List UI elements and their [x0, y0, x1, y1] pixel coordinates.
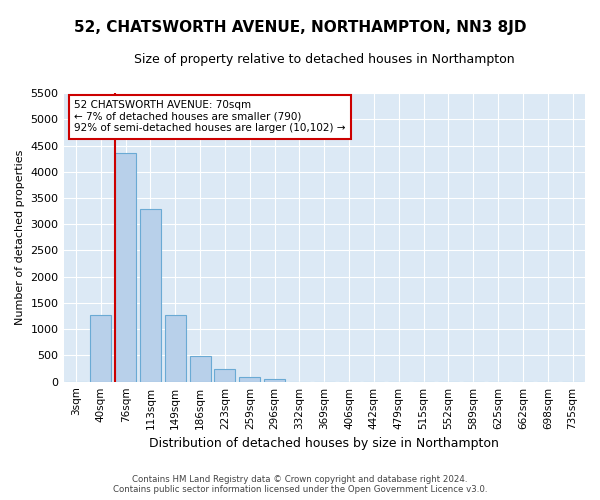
Text: 52, CHATSWORTH AVENUE, NORTHAMPTON, NN3 8JD: 52, CHATSWORTH AVENUE, NORTHAMPTON, NN3 … [74, 20, 526, 35]
Bar [264, 379, 285, 382]
Bar [165, 315, 186, 382]
Text: Contains HM Land Registry data © Crown copyright and database right 2024.: Contains HM Land Registry data © Crown c… [132, 475, 468, 484]
X-axis label: Distribution of detached houses by size in Northampton: Distribution of detached houses by size … [149, 437, 499, 450]
Y-axis label: Number of detached properties: Number of detached properties [15, 150, 25, 325]
Bar [214, 369, 235, 382]
Bar [115, 154, 136, 382]
Bar [239, 377, 260, 382]
Title: Size of property relative to detached houses in Northampton: Size of property relative to detached ho… [134, 52, 515, 66]
Bar [90, 314, 112, 382]
Bar [190, 356, 211, 382]
Text: Contains public sector information licensed under the Open Government Licence v3: Contains public sector information licen… [113, 485, 487, 494]
Bar [140, 208, 161, 382]
Text: 52 CHATSWORTH AVENUE: 70sqm
← 7% of detached houses are smaller (790)
92% of sem: 52 CHATSWORTH AVENUE: 70sqm ← 7% of deta… [74, 100, 346, 134]
